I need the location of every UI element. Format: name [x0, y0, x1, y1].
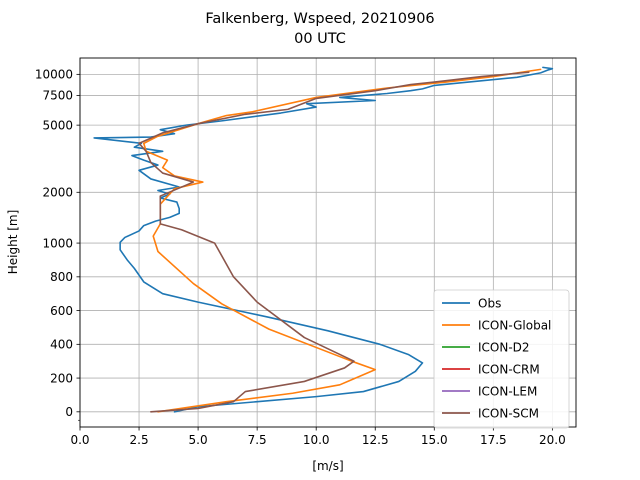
- legend-label: Obs: [478, 296, 501, 310]
- series-line-icon-scm: [138, 71, 530, 413]
- x-axis-ticks: 0.0 2.5 5.0 7.5 10.0 12.5 15.0 17.5 20.0: [70, 427, 566, 447]
- x-tick-label: 5.0: [189, 433, 208, 447]
- y-tick-label: 1000: [42, 236, 73, 250]
- x-tick-label: 10.0: [303, 433, 330, 447]
- chart-subtitle: 00 UTC: [294, 31, 346, 47]
- x-tick-label: 0.0: [70, 433, 89, 447]
- y-axis-ticks: 0 200 400 600 800 1000 2000 5000 7500 10000: [35, 68, 80, 421]
- y-tick-label: 0: [65, 405, 73, 419]
- legend-label: ICON-Global: [478, 318, 551, 332]
- series-line-icon-global: [142, 68, 542, 413]
- plot-frame: [79, 57, 577, 428]
- y-tick-label: 2000: [42, 186, 73, 200]
- y-tick-label: 800: [50, 270, 73, 284]
- chart-legend: Obs ICON-Global ICON-D2 ICON-CRM ICON-LEM ICO…: [433, 289, 570, 429]
- y-axis-label: Height [m]: [6, 210, 20, 275]
- x-tick-label: 20.0: [539, 433, 566, 447]
- legend-label: ICON-D2: [478, 340, 530, 354]
- series-lines: [93, 66, 554, 413]
- legend-label: ICON-SCM: [478, 406, 539, 420]
- chart-title: Falkenberg, Wspeed, 20210906: [205, 11, 434, 27]
- x-axis-label: [m/s]: [312, 459, 343, 473]
- y-tick-label: 5000: [42, 118, 73, 132]
- y-tick-label: 7500: [42, 89, 73, 103]
- legend-label: ICON-CRM: [478, 362, 540, 376]
- x-tick-label: 7.5: [248, 433, 267, 447]
- y-tick-label: 10000: [35, 68, 73, 82]
- legend-label: ICON-LEM: [478, 384, 537, 398]
- x-tick-label: 15.0: [421, 433, 448, 447]
- x-tick-label: 17.5: [480, 433, 507, 447]
- y-tick-label: 600: [50, 304, 73, 318]
- x-tick-label: 2.5: [130, 433, 149, 447]
- y-tick-label: 200: [50, 371, 73, 385]
- y-tick-label: 400: [50, 338, 73, 352]
- series-line-obs: [93, 66, 554, 413]
- x-tick-label: 12.5: [362, 433, 389, 447]
